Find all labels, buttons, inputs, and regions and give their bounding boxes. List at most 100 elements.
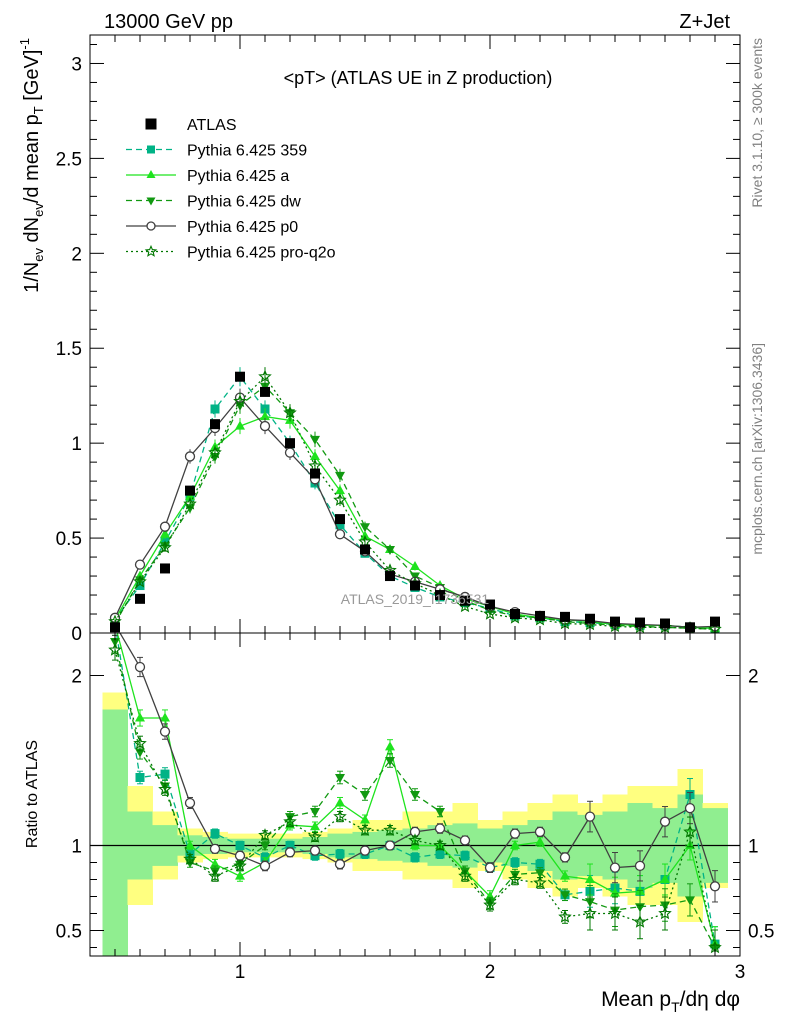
atlas-point: [160, 563, 170, 574]
main-ytick-label: 3: [71, 54, 82, 75]
legend: ATLAS Pythia 6.425 359 Pythia 6.425 a Pythi…: [126, 117, 336, 262]
ratio-ytick-label-left: 2: [71, 667, 82, 688]
main-ytick-label: 1.5: [56, 339, 82, 360]
ratio-point: [359, 845, 371, 856]
ratio-point: [310, 821, 320, 831]
ratio-point: [385, 757, 395, 766]
data-point: [483, 606, 497, 620]
data-point: [410, 561, 420, 571]
ratio-point: [484, 862, 496, 873]
legend-entry: Pythia 6.425 pro-q2o: [126, 245, 336, 262]
ratio-point: [358, 823, 372, 836]
ratio-point: [133, 736, 147, 750]
ratio-point: [383, 823, 397, 836]
data-point: [310, 435, 320, 445]
ratio-point: [160, 769, 170, 779]
legend-marker: [146, 197, 156, 206]
ratio-point: [610, 887, 620, 897]
data-point: [184, 451, 196, 462]
series-ratio-4: [108, 639, 722, 956]
legend-entry: Pythia 6.425 p0: [126, 219, 298, 236]
ratio-panel: 0.5 0.5 1 1 2 2 Ratio to ATLAS: [24, 632, 774, 957]
ratio-point: [209, 843, 221, 855]
data-point: [284, 447, 296, 458]
ratio-ytick-label-left: 0.5: [56, 922, 82, 943]
ratio-point: [433, 838, 447, 852]
plot-title: <pT> (ATLAS UE in Z production): [284, 68, 553, 88]
legend-marker: [146, 170, 156, 178]
data-point: [310, 450, 320, 460]
ratio-point: [709, 881, 721, 892]
data-point: [160, 528, 170, 538]
main-ytick-label: 0.5: [56, 529, 82, 550]
atlas-point: [360, 544, 370, 555]
data-point: [334, 529, 346, 540]
atlas-point: [210, 419, 220, 430]
ratio-point: [460, 851, 470, 861]
ratio-point: [259, 860, 271, 872]
legend-entry: Pythia 6.425 a: [126, 168, 289, 185]
ratio-point: [483, 897, 497, 911]
ratio-ytick-label-left: 1: [71, 837, 82, 858]
legend-label: Pythia 6.425 a: [187, 168, 289, 185]
legend-entry: Pythia 6.425 dw: [126, 194, 301, 211]
atlas-point: [460, 595, 470, 606]
atlas-point: [485, 599, 495, 610]
data-point: [158, 540, 172, 554]
main-panel: 0 0.5 1 1.5 2 2.5 3 1/Nev dNev/d mean pT [GeV]…: [17, 34, 741, 645]
ratio-point: [584, 811, 596, 822]
data-point: [259, 420, 271, 432]
ratio-point: [434, 823, 446, 834]
legend-marker: [147, 145, 155, 154]
ratio-y-axis-title: Ratio to ATLAS: [24, 740, 41, 848]
ratio-point: [609, 862, 621, 873]
atlas-point: [285, 438, 295, 449]
data-point: [133, 574, 147, 588]
data-point: [159, 521, 171, 532]
ratio-point: [160, 712, 170, 722]
ratio-point: [108, 642, 122, 656]
data-point: [260, 411, 270, 421]
atlas-point: [610, 616, 620, 627]
x-axis-title: Mean pT/dη dφ: [601, 988, 740, 1015]
ratio-ytick-label-right: 0.5: [748, 922, 774, 943]
atlas-point: [710, 616, 720, 627]
data-point: [308, 458, 322, 472]
ratio-point: [258, 828, 272, 842]
ratio-point: [535, 859, 545, 869]
atlas-point: [510, 609, 520, 620]
ratio-point: [210, 858, 220, 868]
ratio-point: [684, 802, 696, 814]
ratio-point: [284, 847, 296, 858]
data-point: [233, 394, 247, 408]
legend-entry: ATLAS: [145, 117, 237, 134]
atlas-point: [185, 485, 195, 496]
ratio-point: [308, 829, 322, 843]
ratio-point: [410, 852, 420, 862]
ratio-point: [360, 791, 370, 800]
main-ytick-label: 2: [71, 244, 82, 265]
ratio-point: [508, 872, 522, 886]
ratio-point: [435, 849, 445, 859]
ratio-point: [134, 661, 146, 673]
series-ratio-3: [112, 633, 721, 903]
ratio-point: [535, 869, 545, 879]
ratio-point: [385, 741, 395, 751]
ratio-point: [184, 797, 196, 809]
ratio-point: [559, 852, 571, 863]
ratio-point: [210, 829, 220, 839]
ratio-point: [633, 914, 647, 928]
ratio-point: [235, 841, 245, 850]
ratio-point: [560, 870, 570, 880]
atlas-point: [635, 617, 645, 628]
rivet-version-label: Rivet 3.1.10, ≥ 300k events: [749, 38, 765, 208]
ratio-point: [183, 851, 197, 865]
ratio-point: [159, 726, 171, 737]
data-point: [208, 445, 222, 459]
ratio-point: [135, 773, 145, 782]
ratio-point: [310, 808, 320, 817]
atlas-point: [435, 590, 445, 601]
ratio-point: [335, 774, 345, 783]
legend-label: Pythia 6.425 359: [187, 143, 307, 160]
